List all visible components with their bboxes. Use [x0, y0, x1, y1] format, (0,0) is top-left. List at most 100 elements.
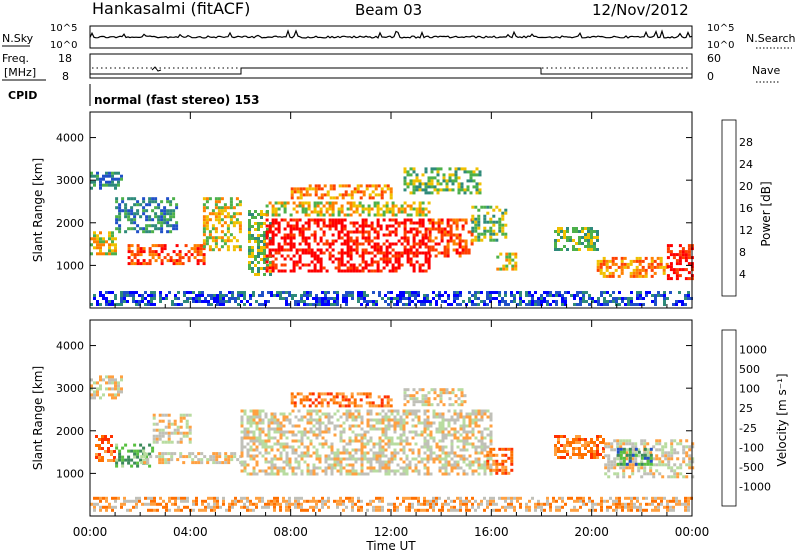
- echo-cell: [314, 404, 318, 408]
- echo-cell: [612, 502, 615, 506]
- echo-cell: [207, 496, 210, 500]
- echo-cell: [454, 400, 458, 404]
- echo-cell: [402, 466, 406, 470]
- echo-cell: [249, 502, 252, 506]
- echo-cell: [345, 451, 349, 455]
- echo-cell: [411, 502, 414, 506]
- echo-cell: [331, 233, 335, 237]
- echo-cell: [651, 508, 654, 512]
- echo-cell: [465, 502, 468, 506]
- echo-cell: [99, 183, 102, 187]
- echo-cell: [349, 201, 353, 205]
- echo-cell: [195, 294, 198, 297]
- echo-cell: [208, 218, 212, 222]
- echo-cell: [360, 442, 364, 446]
- echo-cell: [424, 245, 428, 249]
- echo-cell: [348, 457, 352, 461]
- echo-cell: [483, 460, 487, 464]
- echo-cell: [380, 404, 384, 408]
- echo-cell: [282, 442, 286, 446]
- echo-cell: [471, 294, 474, 297]
- echo-cell: [211, 236, 215, 240]
- echo-cell: [675, 268, 679, 272]
- echo-cell: [397, 260, 401, 264]
- echo-cell: [450, 505, 453, 509]
- echo-cell: [352, 224, 356, 228]
- echo-cell: [248, 237, 251, 240]
- echo-cell: [277, 213, 281, 217]
- echo-cell: [345, 442, 349, 446]
- echo-cell: [501, 459, 505, 463]
- echo-cell: [273, 442, 277, 446]
- echo-region: [152, 413, 192, 444]
- echo-cell: [613, 463, 617, 467]
- echo-cell: [93, 393, 96, 397]
- echo-cell: [637, 469, 641, 473]
- echo-cell: [464, 218, 468, 222]
- echo-cell: [198, 297, 201, 300]
- echo-cell: [456, 472, 460, 476]
- echo-cell: [495, 508, 498, 512]
- echo-cell: [435, 502, 438, 506]
- echo-cell: [459, 291, 462, 294]
- echo-cell: [564, 297, 567, 300]
- echo-cell: [252, 442, 256, 446]
- echo-cell: [361, 266, 365, 270]
- echo-cell: [357, 412, 361, 416]
- echo-cell: [566, 248, 569, 251]
- echo-cell: [578, 441, 581, 444]
- echo-cell: [356, 190, 360, 194]
- echo-cell: [268, 266, 272, 270]
- echo-cell: [514, 255, 518, 259]
- echo-cell: [267, 460, 271, 464]
- echo-cell: [363, 430, 367, 434]
- echo-cell: [349, 239, 353, 243]
- echo-cell: [174, 297, 177, 300]
- echo-cell: [205, 215, 209, 219]
- echo-cell: [355, 236, 359, 240]
- echo-cell: [271, 254, 275, 258]
- echo-cell: [393, 409, 397, 413]
- echo-cell: [611, 256, 615, 260]
- echo-cell: [389, 404, 393, 408]
- echo-cell: [315, 412, 319, 416]
- echo-cell: [687, 297, 690, 300]
- echo-cell: [322, 218, 326, 222]
- echo-cell: [394, 251, 398, 255]
- echo-cell: [348, 294, 351, 297]
- echo-cell: [283, 204, 287, 208]
- echo-cell: [625, 439, 629, 443]
- echo-cell: [639, 502, 642, 506]
- echo-cell: [339, 457, 343, 461]
- echo-cell: [301, 207, 305, 211]
- echo-cell: [160, 247, 164, 251]
- echo-cell: [478, 191, 482, 195]
- echo-cell: [381, 415, 385, 419]
- echo-cell: [258, 412, 262, 416]
- echo-cell: [99, 396, 102, 400]
- echo-cell: [219, 291, 222, 294]
- echo-cell: [477, 291, 480, 294]
- echo-cell: [185, 419, 189, 423]
- echo-cell: [504, 235, 508, 239]
- echo-cell: [412, 236, 416, 240]
- echo-cell: [584, 239, 587, 242]
- echo-cell: [498, 217, 502, 221]
- echo-cell: [599, 271, 603, 275]
- echo-cell: [435, 496, 438, 500]
- echo-cell: [426, 469, 430, 473]
- echo-cell: [316, 224, 320, 228]
- echo-cell: [312, 466, 316, 470]
- echo-cell: [387, 463, 391, 467]
- echo-cell: [303, 460, 307, 464]
- echo-cell: [217, 212, 221, 216]
- echo-cell: [432, 505, 435, 509]
- echo-cell: [394, 230, 398, 234]
- echo-cell: [286, 236, 290, 240]
- echo-cell: [590, 447, 593, 450]
- echo-cell: [372, 451, 376, 455]
- echo-cell: [471, 463, 475, 467]
- echo-cell: [133, 461, 137, 465]
- echo-cell: [346, 201, 350, 205]
- echo-cell: [373, 204, 377, 208]
